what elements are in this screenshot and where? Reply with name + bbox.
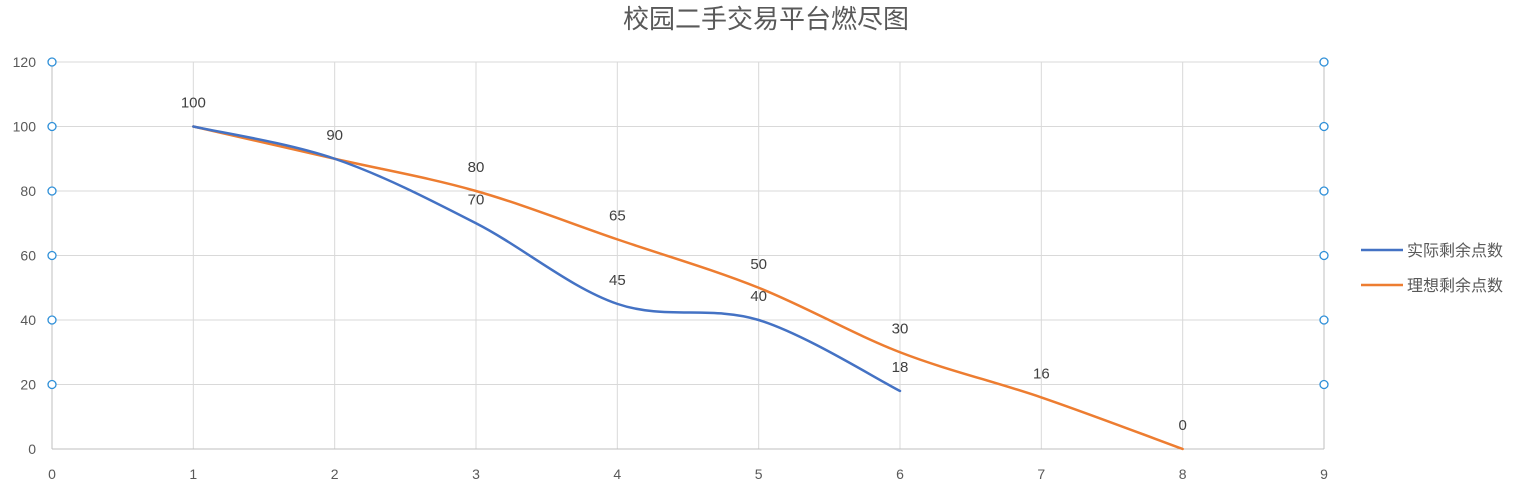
- resize-handle-right[interactable]: [1319, 57, 1329, 67]
- resize-handle-right[interactable]: [1319, 379, 1329, 390]
- data-label-actual: 45: [609, 272, 626, 289]
- resize-handle-right[interactable]: [1319, 250, 1329, 261]
- x-tick-label: 1: [189, 466, 197, 482]
- y-tick-label: 120: [13, 54, 37, 70]
- chart-title: 校园二手交易平台燃尽图: [623, 5, 909, 35]
- resize-handle-left[interactable]: [47, 121, 57, 132]
- resize-handle-right[interactable]: [1319, 121, 1329, 132]
- legend-label: 实际剩余点数: [1407, 241, 1503, 260]
- data-label-actual: 70: [468, 191, 485, 208]
- series-line-ideal: [192, 125, 1184, 451]
- x-tick-label: 3: [472, 466, 480, 482]
- data-labels: 100 90 70 45 40 18 80 65 50 30 16 0: [181, 95, 1187, 435]
- x-tick-label: 2: [331, 466, 339, 482]
- x-tick-label: 8: [1179, 466, 1187, 482]
- data-label-actual: 18: [892, 359, 909, 376]
- legend-label: 理想剩余点数: [1407, 276, 1503, 295]
- data-label-ideal: 80: [468, 159, 485, 176]
- y-tick-label: 0: [28, 441, 36, 457]
- x-tick-label: 0: [48, 466, 56, 482]
- data-label-ideal: 16: [1033, 365, 1050, 382]
- y-tick-label: 40: [20, 312, 36, 328]
- data-label-actual: 40: [750, 288, 767, 305]
- resize-handle-left[interactable]: [47, 315, 57, 325]
- grid-lines: [52, 61, 1324, 449]
- resize-handle-left[interactable]: [47, 379, 57, 390]
- resize-handle-right[interactable]: [1319, 315, 1329, 325]
- x-tick-label: 4: [613, 466, 621, 482]
- x-tick-label: 5: [755, 466, 763, 482]
- data-label-ideal: 30: [892, 320, 909, 337]
- x-tick-label: 7: [1037, 466, 1045, 482]
- resize-handle-right[interactable]: [1319, 186, 1329, 196]
- y-tick-label: 60: [20, 248, 36, 264]
- series-lines: [192, 125, 1184, 451]
- resize-handle-left[interactable]: [47, 57, 57, 67]
- data-label-actual: 100: [181, 95, 206, 112]
- y-tick-label: 100: [13, 119, 37, 135]
- data-label-ideal: 65: [609, 207, 626, 224]
- resize-handle-left[interactable]: [47, 186, 57, 196]
- selection-handles[interactable]: [47, 57, 1329, 390]
- data-label-actual: 90: [326, 127, 343, 144]
- resize-handle-left[interactable]: [47, 250, 57, 261]
- x-tick-label: 9: [1320, 466, 1328, 482]
- y-tick-label: 80: [20, 183, 36, 199]
- data-label-ideal: 50: [750, 256, 767, 273]
- data-label-ideal: 0: [1178, 417, 1186, 434]
- series-line-actual: [192, 125, 902, 393]
- x-tick-label: 6: [896, 466, 904, 482]
- y-tick-label: 20: [20, 377, 36, 393]
